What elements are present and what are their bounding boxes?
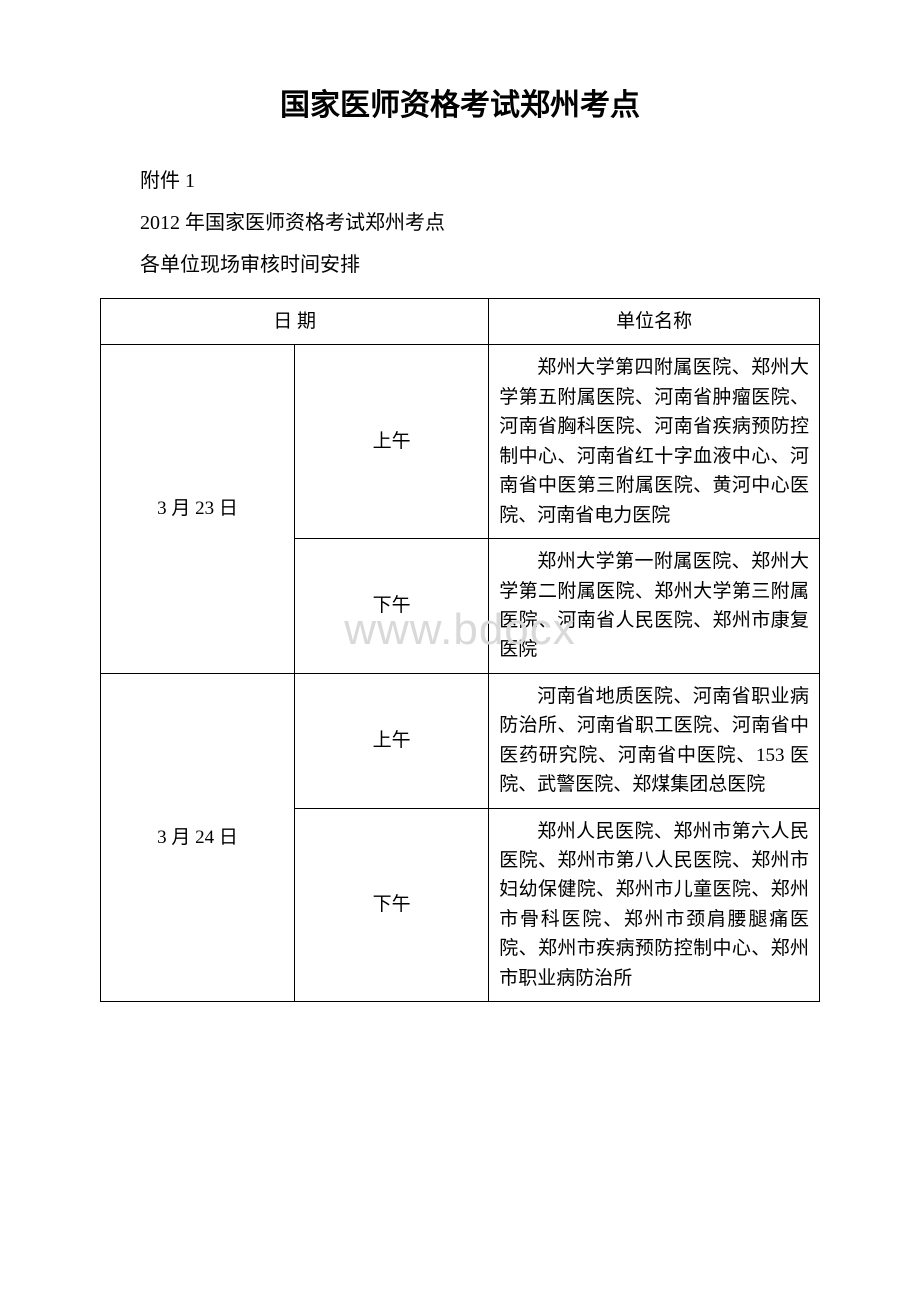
period-cell: 上午	[295, 673, 489, 808]
units-cell: 郑州大学第四附属医院、郑州大学第五附属医院、河南省肿瘤医院、河南省胸科医院、河南…	[489, 345, 820, 539]
header-date: 日 期	[101, 299, 489, 345]
units-cell: 河南省地质医院、河南省职业病防治所、河南省职工医院、河南省中医药研究院、河南省中…	[489, 673, 820, 808]
attachment-label: 附件 1	[100, 160, 820, 202]
document-title: 国家医师资格考试郑州考点	[100, 80, 820, 124]
period-cell: 下午	[295, 539, 489, 674]
table-row: 3 月 24 日 上午 河南省地质医院、河南省职业病防治所、河南省职工医院、河南…	[101, 673, 820, 808]
schedule-table: 日 期 单位名称 3 月 23 日 上午 郑州大学第四附属医院、郑州大学第五附属…	[100, 298, 820, 1002]
subtitle-line-3: 各单位现场审核时间安排	[100, 244, 820, 286]
subtitle-line-2: 2012 年国家医师资格考试郑州考点	[100, 202, 820, 244]
document-page: 国家医师资格考试郑州考点 附件 1 2012 年国家医师资格考试郑州考点 各单位…	[0, 0, 920, 1062]
table-header-row: 日 期 单位名称	[101, 299, 820, 345]
period-cell: 上午	[295, 345, 489, 539]
date-cell: 3 月 23 日	[101, 345, 295, 673]
date-cell: 3 月 24 日	[101, 673, 295, 1001]
table-row: 3 月 23 日 上午 郑州大学第四附属医院、郑州大学第五附属医院、河南省肿瘤医…	[101, 345, 820, 539]
period-cell: 下午	[295, 808, 489, 1002]
units-cell: 郑州大学第一附属医院、郑州大学第二附属医院、郑州大学第三附属医院、河南省人民医院…	[489, 539, 820, 674]
header-unit-name: 单位名称	[489, 299, 820, 345]
units-cell: 郑州人民医院、郑州市第六人民医院、郑州市第八人民医院、郑州市妇幼保健院、郑州市儿…	[489, 808, 820, 1002]
